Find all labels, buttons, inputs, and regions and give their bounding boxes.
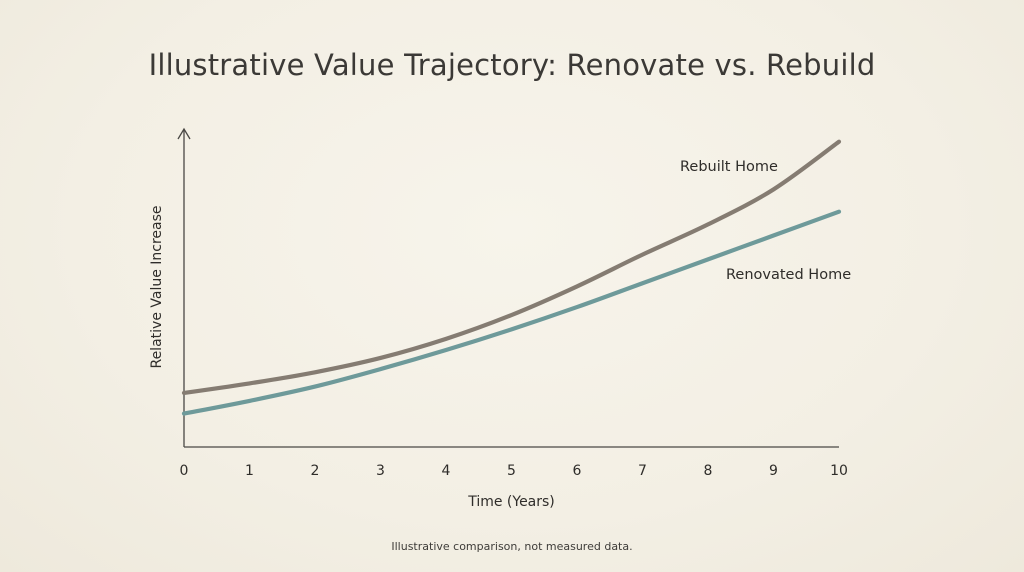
x-tick-label: 10	[830, 463, 848, 479]
x-tick-label: 1	[245, 463, 254, 479]
series-label-rebuilt-home: Rebuilt Home	[680, 159, 778, 175]
chart-axes	[177, 127, 839, 448]
y-axis-title: Relative Value Increase	[149, 205, 165, 368]
x-tick-label: 3	[376, 463, 385, 479]
series-line-rebuilt-home	[181, 139, 842, 396]
x-tick-label: 8	[704, 463, 713, 479]
series-line-renovated-home	[181, 209, 842, 416]
y-axis-arrow-icon	[177, 127, 191, 140]
x-tick-label: 6	[573, 463, 582, 479]
chart-title: Illustrative Value Trajectory: Renovate …	[148, 48, 876, 82]
x-tick-label: 9	[769, 463, 778, 479]
x-tick-label: 5	[507, 463, 516, 479]
x-axis-title: Time (Years)	[467, 494, 555, 510]
chart-series	[181, 139, 842, 416]
chart-footnote: Illustrative comparison, not measured da…	[391, 540, 633, 553]
x-tick-label: 4	[442, 463, 451, 479]
x-tick-label: 0	[180, 463, 189, 479]
x-tick-label: 2	[311, 463, 320, 479]
chart-labels: Rebuilt Home Renovated Home Time (Years) Re…	[149, 159, 851, 510]
series-label-renovated-home: Renovated Home	[726, 267, 851, 283]
x-tick-labels: 0 1 2 3 4 5 6 7 8 9 10	[180, 463, 848, 479]
x-tick-label: 7	[638, 463, 647, 479]
